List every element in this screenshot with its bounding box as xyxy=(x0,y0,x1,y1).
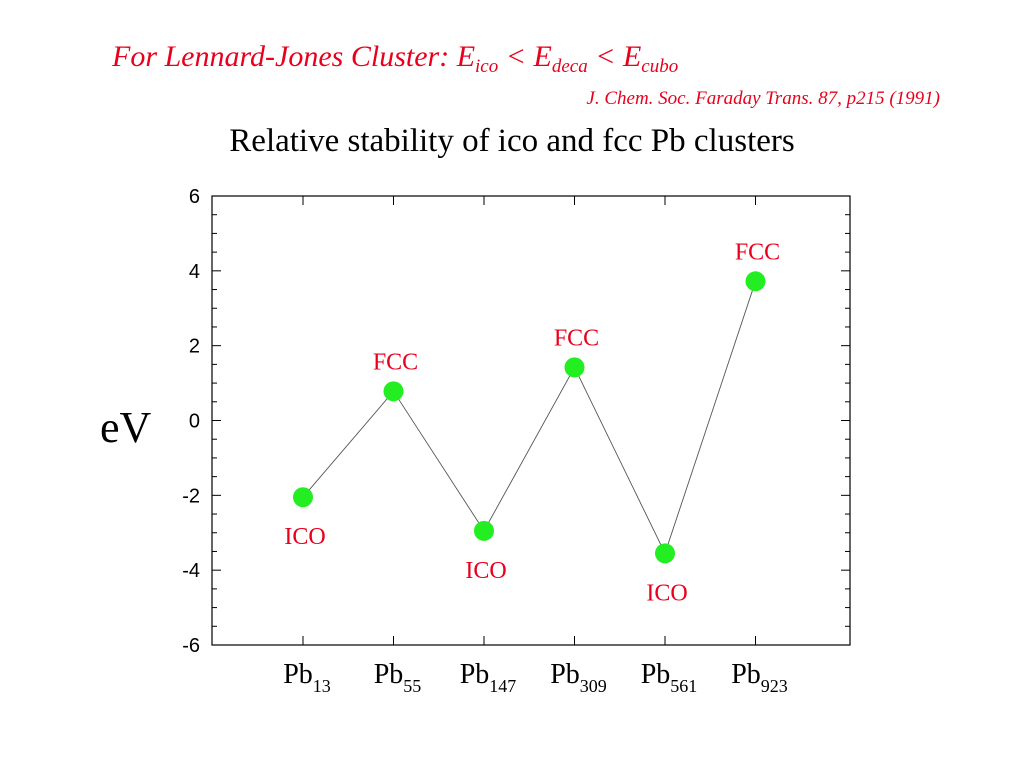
x-category-label: Pb561 xyxy=(641,659,698,696)
lj-cluster-header: For Lennard-Jones Cluster: Eico < Edeca … xyxy=(112,40,679,77)
chart-title: Relative stability of ico and fcc Pb clu… xyxy=(229,123,795,159)
data-point xyxy=(474,520,494,541)
x-category-label: Pb13 xyxy=(283,659,331,696)
x-category-label: Pb147 xyxy=(460,659,517,696)
y-axis-label: eV xyxy=(100,403,152,452)
data-point xyxy=(655,543,675,564)
point-label-fcc: FCC xyxy=(554,325,599,351)
y-tick-label: 6 xyxy=(189,186,200,208)
point-label-ico: ICO xyxy=(465,558,506,584)
y-tick-label: 0 xyxy=(189,411,200,433)
point-label-ico: ICO xyxy=(646,580,687,606)
x-category-label: Pb923 xyxy=(731,659,788,696)
point-label-fcc: FCC xyxy=(373,349,418,375)
data-point xyxy=(745,271,766,292)
x-category-label: Pb309 xyxy=(550,659,607,696)
point-label-fcc: FCC xyxy=(735,239,780,265)
y-tick-label: -2 xyxy=(182,485,200,507)
point-label-ico: ICO xyxy=(284,524,325,550)
citation: J. Chem. Soc. Faraday Trans. 87, p215 (1… xyxy=(586,88,940,109)
y-tick-label: -6 xyxy=(182,635,200,657)
data-point xyxy=(564,357,585,378)
x-category-label: Pb55 xyxy=(374,659,422,696)
data-point xyxy=(383,381,404,402)
data-point xyxy=(293,487,313,508)
y-tick-label: -4 xyxy=(182,560,200,582)
series-line xyxy=(302,281,756,555)
y-tick-label: 4 xyxy=(189,261,200,283)
y-tick-label: 2 xyxy=(189,336,200,358)
